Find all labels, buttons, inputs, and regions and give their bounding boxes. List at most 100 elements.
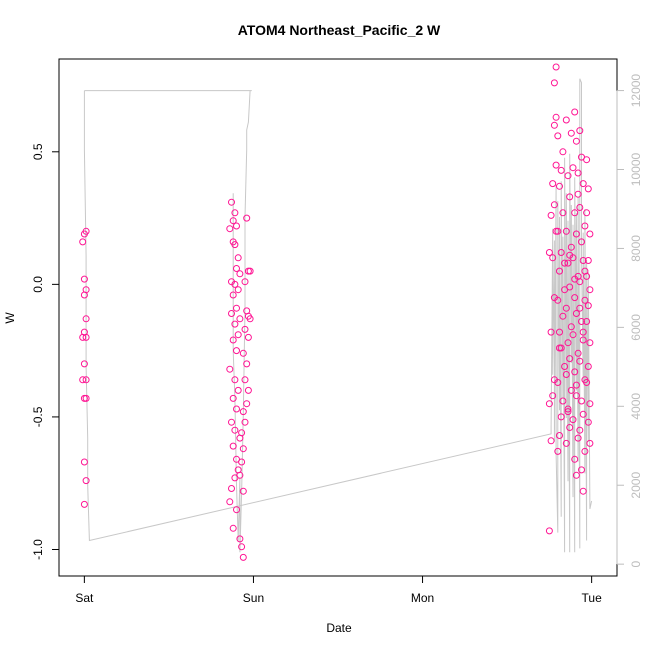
data-point: [82, 394, 90, 402]
data-point: [567, 129, 575, 137]
data-point: [578, 238, 585, 246]
data-point: [80, 360, 88, 368]
data-point: [557, 249, 565, 256]
data-point: [243, 400, 251, 408]
data-point: [579, 328, 587, 336]
data-point: [228, 310, 235, 317]
data-point: [583, 209, 591, 217]
y-tick-label: -1.0: [31, 539, 45, 560]
data-point: [82, 227, 90, 235]
data-point: [550, 201, 558, 209]
data-point: [238, 543, 246, 551]
data-point: [80, 275, 88, 283]
data-point: [229, 394, 237, 402]
data-point: [244, 386, 252, 394]
data-point: [561, 363, 569, 370]
data-point: [564, 339, 572, 347]
data-point: [586, 400, 594, 408]
data-point: [231, 241, 239, 249]
data-point: [233, 405, 240, 413]
data-point: [556, 267, 563, 275]
data-point: [581, 267, 589, 275]
data-point: [547, 211, 555, 219]
data-point: [554, 296, 562, 304]
data-point: [571, 209, 579, 217]
data-point: [228, 418, 235, 426]
data-point: [576, 304, 584, 312]
plot-frame: [58, 58, 618, 577]
data-point: [80, 500, 88, 508]
data-point: [576, 357, 584, 365]
data-point: [545, 527, 553, 535]
data-point: [572, 471, 580, 479]
data-point: [238, 458, 246, 466]
data-point: [79, 376, 87, 384]
data-point: [584, 302, 592, 310]
data-point: [233, 265, 240, 272]
data-point: [556, 328, 563, 336]
data-point: [229, 442, 237, 450]
data-point: [233, 347, 240, 355]
data-point: [550, 376, 558, 384]
data-point: [584, 363, 592, 370]
data-point: [228, 198, 235, 206]
data-point: [552, 161, 560, 169]
data-point: [581, 296, 589, 304]
data-point: [236, 471, 244, 479]
data-point: [586, 230, 594, 238]
data-point: [566, 251, 574, 259]
data-point: [238, 429, 246, 437]
data-point: [229, 336, 237, 344]
data-point: [572, 137, 580, 145]
y-tick-label: -0.5: [31, 406, 45, 427]
data-point: [79, 238, 87, 246]
data-point: [236, 315, 244, 323]
data-point: [567, 386, 575, 394]
y-tick-label: 0.0: [31, 276, 45, 293]
data-point: [557, 166, 565, 174]
data-point: [566, 355, 574, 363]
data-point: [564, 259, 572, 267]
data-point: [82, 477, 90, 485]
data-point: [586, 286, 594, 294]
data-point: [549, 180, 557, 188]
x-axis-label: Date: [326, 621, 352, 635]
data-point: [549, 392, 557, 400]
data-point: [584, 257, 592, 264]
y2-tick-label: 2000: [629, 472, 643, 499]
data-point: [231, 320, 239, 328]
data-point: [241, 376, 249, 384]
data-point: [80, 458, 88, 466]
data-point: [244, 333, 252, 341]
data-point: [571, 108, 579, 116]
data-point: [559, 312, 567, 320]
data-point: [82, 376, 90, 384]
data-point: [231, 426, 239, 434]
data-point: [234, 331, 242, 339]
y2-tick-label: 10000: [629, 152, 643, 186]
data-point: [578, 318, 585, 325]
y-axis-label: W: [3, 312, 17, 324]
data-point: [578, 466, 585, 474]
data-point: [236, 535, 244, 543]
data-point: [243, 360, 251, 368]
data-point: [569, 416, 577, 424]
data-point: [556, 344, 563, 352]
data-point: [581, 447, 589, 455]
data-point: [581, 222, 589, 230]
data-point: [243, 214, 251, 222]
data-point: [234, 286, 242, 294]
data-point: [579, 487, 587, 495]
data-point: [562, 116, 570, 124]
data-point: [550, 121, 558, 129]
data-point: [571, 275, 579, 283]
data-point: [236, 270, 244, 278]
data-point: [569, 164, 577, 172]
data-point: [574, 349, 582, 357]
data-point: [545, 400, 553, 408]
y2-tick-label: 4000: [629, 393, 643, 420]
x-tick-label: Mon: [411, 591, 434, 605]
x-tick-label: Sun: [243, 591, 264, 605]
data-point: [239, 553, 247, 561]
